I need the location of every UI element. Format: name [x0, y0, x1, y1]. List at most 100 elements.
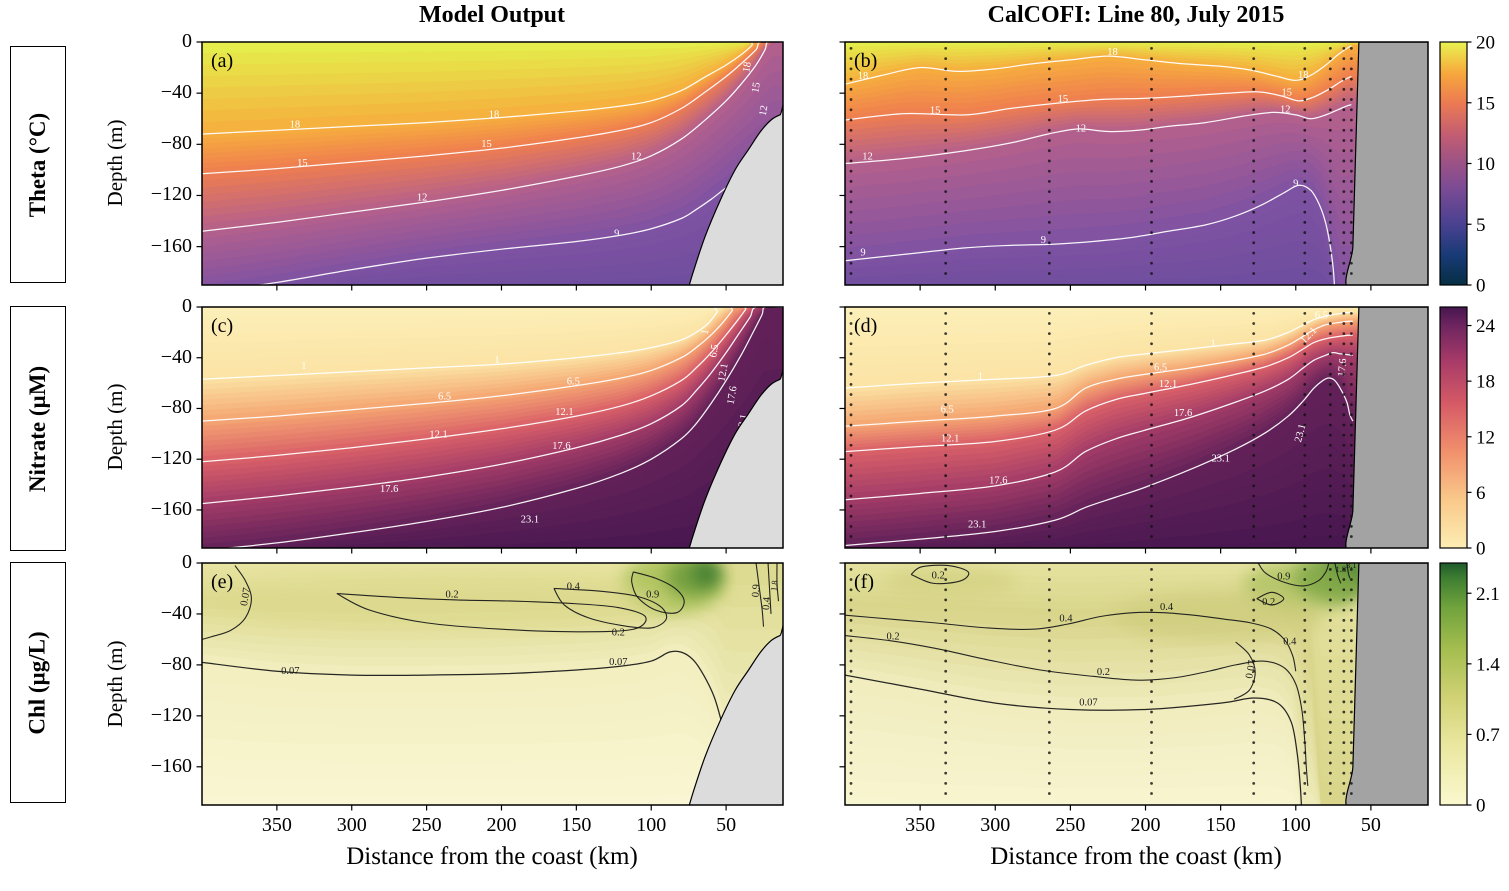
x-tick-label: 250	[1055, 814, 1086, 836]
contour-line	[845, 184, 1336, 285]
y-tick-label: −40	[160, 345, 192, 368]
contour-label: 15	[297, 158, 308, 169]
contour-label: 12	[862, 152, 873, 163]
contour-line	[221, 307, 783, 548]
y-tick-label: −120	[150, 447, 192, 470]
contour-line	[336, 593, 647, 633]
colorbar-nitrate: 0 6 12 18 24	[1439, 306, 1496, 560]
contour-label: 18	[290, 120, 301, 131]
x-tick-label: 350	[905, 814, 936, 836]
contour-line	[910, 564, 970, 585]
x-tick-label: 350	[261, 814, 292, 836]
x-tick-label: 50	[1360, 814, 1381, 836]
x-axis-label-right: Distance from the coast (km)	[990, 843, 1282, 870]
panel-d-plot: 116.56.56.512.112.112.117.617.617.623.12…	[839, 306, 1429, 554]
contour-label: 0.2	[1262, 597, 1275, 608]
contour-label: 9	[1293, 179, 1298, 190]
contour-label: 17.6	[380, 484, 398, 495]
contour-label: 12	[417, 193, 428, 204]
contour-label: 12.1	[941, 433, 959, 444]
contour-label: 0.07	[239, 587, 253, 607]
contour-label: 6.5	[1315, 310, 1328, 321]
contour-label: 0.2	[1097, 667, 1110, 678]
panel-border	[844, 41, 1429, 286]
contour-label: 6.5	[438, 392, 451, 403]
contour-label: 12	[631, 152, 642, 163]
contour-line	[202, 650, 727, 742]
contour-label: 12.1	[717, 363, 731, 383]
station-dots	[849, 311, 1353, 538]
contour-label: 18	[741, 61, 754, 73]
contour-label: 1	[1211, 338, 1216, 349]
colorbar-tick-label: 0	[1476, 276, 1486, 297]
contour-label: 12	[1280, 104, 1291, 115]
y-tick-label: 0	[182, 295, 192, 317]
y-tick-label: −120	[150, 183, 192, 206]
panel-border	[844, 562, 1429, 806]
contour-line	[631, 571, 685, 614]
panel-d-field: 116.56.56.512.112.112.117.617.617.623.12…	[845, 307, 1428, 548]
contour-line	[202, 307, 783, 463]
y-tick-label: −40	[160, 81, 192, 104]
colorbar-tick-label: 15	[1476, 93, 1495, 114]
panel-letter-a: (a)	[211, 50, 233, 72]
x-tick-label: 150	[561, 814, 592, 836]
contour-label: 18	[1298, 70, 1309, 81]
contour-label: 17.6	[1174, 408, 1192, 419]
contour-line	[202, 42, 783, 175]
contour-label: 0.07	[609, 657, 627, 668]
x-tick-label: 100	[636, 814, 667, 836]
contour-line	[1334, 563, 1342, 584]
y-tick-label: −40	[160, 601, 192, 624]
colorbar-tick-label: 6	[1476, 483, 1486, 504]
row-label-theta: Theta (°C)	[10, 46, 66, 283]
y-tick-label: 0	[182, 551, 192, 573]
panel-a-field: 18 18 15 15 12 12 9 18 15 12	[202, 42, 783, 285]
contour-line	[1256, 591, 1285, 606]
contour-line	[845, 334, 1353, 453]
y-tick-label: −80	[160, 652, 192, 675]
contour-label: 0.07	[281, 666, 299, 677]
contour-label: 0.9	[1277, 572, 1290, 583]
y-tick-label: −80	[160, 132, 192, 155]
panel-b-field: 18 18 18 15 15 15 12 12 12 9 9 9	[845, 42, 1428, 285]
x-tick-label: 300	[980, 814, 1011, 836]
panel-f-plot: 0.07 0.07 0.2 0.2 0.2 0.2 0.4 0.4 0.4 0.9 1.8 3.1 (f…	[839, 562, 1429, 811]
contour-label: 15	[930, 106, 941, 117]
colorbar-tick-label: 0	[1476, 796, 1486, 817]
panel-b-plot: 18 18 18 15 15 15 12 12 12 9 9 9 (b)	[839, 41, 1429, 291]
contour-label: 23.1	[1293, 423, 1308, 444]
panel-border	[844, 306, 1429, 549]
contour-label: 15	[750, 81, 763, 93]
x-tick-label: 100	[1280, 814, 1311, 836]
x-tick-label: 300	[336, 814, 367, 836]
contour-label: 6.5	[1154, 362, 1167, 373]
y-tick-label: −80	[160, 396, 192, 419]
contour-line	[202, 565, 252, 640]
contour-label: 0.2	[446, 589, 459, 600]
x-axis-label-left: Distance from the coast (km)	[346, 843, 638, 870]
contour-label: 18	[1107, 47, 1118, 58]
colorbar-tick-label: 2.1	[1476, 584, 1500, 605]
panel-e-plot: 0.070.070.07 0.20.20.40.9 0.90.41.8(e)	[196, 562, 784, 811]
y-tick-label: −160	[150, 497, 192, 520]
contour-line	[202, 307, 783, 505]
contour-label: 0.9	[750, 584, 762, 598]
panel-border	[201, 41, 784, 286]
panel-letter-e: (e)	[211, 571, 233, 593]
colorbar-tick-label: 18	[1476, 372, 1495, 393]
contour-label: 0.4	[567, 582, 581, 593]
land-mask	[1345, 307, 1428, 548]
contour-label: 23.1	[1211, 454, 1229, 465]
contour-label: 12.1	[1159, 379, 1177, 390]
contour-label: 0.2	[887, 631, 900, 642]
contour-line	[202, 42, 783, 135]
contour-label: 15	[1058, 94, 1069, 105]
contour-line	[767, 563, 772, 614]
panel-letter-b: (b)	[854, 50, 877, 72]
contour-label: 6.5	[708, 344, 721, 359]
contour-label: 0.07	[1079, 698, 1097, 709]
contour-label: 1	[301, 361, 306, 372]
land-mask	[1345, 42, 1428, 285]
